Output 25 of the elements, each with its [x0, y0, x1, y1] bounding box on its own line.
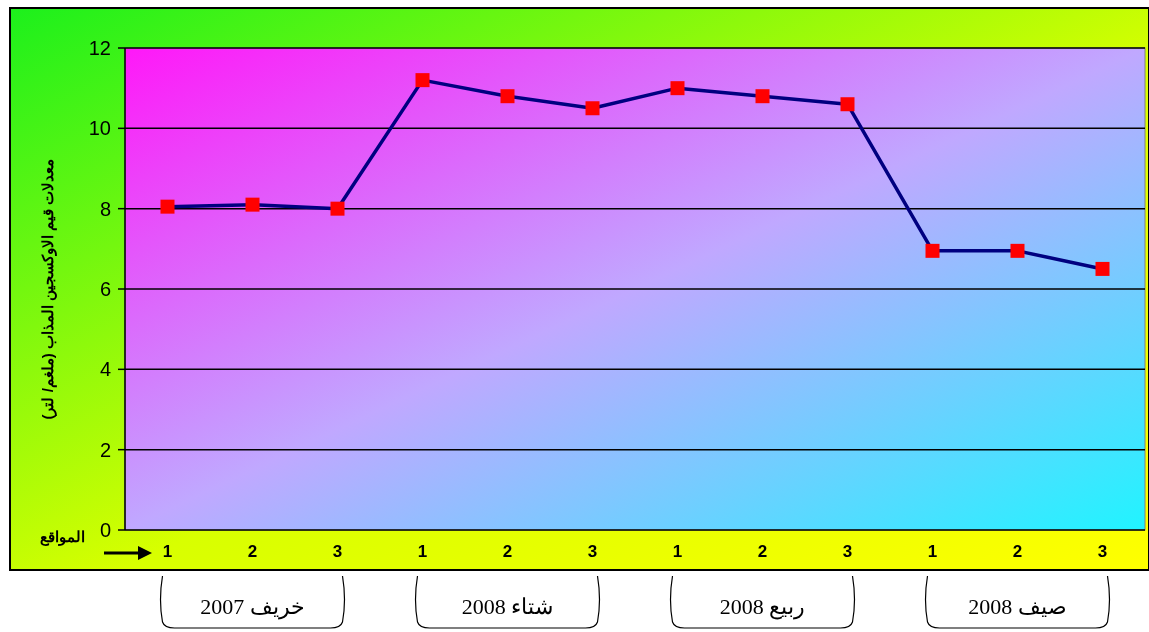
- y-tick-label: 8: [99, 197, 111, 220]
- x-tick-label: 2: [1012, 541, 1023, 561]
- y-tick-label: 4: [99, 358, 111, 381]
- y-tick-label: 6: [99, 278, 111, 300]
- x-tick-label: 1: [927, 541, 938, 561]
- text: خريف 2007: [200, 594, 305, 620]
- y-tick-label: 12: [88, 37, 111, 59]
- x-tick-label: 1: [162, 541, 173, 561]
- text: صيف 2008: [968, 594, 1067, 619]
- text: شتاء 2008: [461, 594, 554, 619]
- y-tick-label: 10: [88, 117, 111, 140]
- x-axis-title: المواقع: [39, 528, 85, 546]
- x-tick-label: 2: [247, 541, 258, 561]
- x-tick-label: 3: [1097, 541, 1108, 561]
- x-tick-label: 3: [587, 541, 598, 561]
- x-tick-label: 1: [417, 541, 428, 561]
- x-tick-label: 1: [672, 541, 683, 561]
- y-tick-label: 2: [99, 438, 111, 461]
- y-tick-label: 0: [99, 519, 111, 541]
- x-tick-label: 2: [502, 541, 513, 561]
- x-tick-label: 3: [842, 541, 853, 561]
- text: ربيع 2008: [719, 594, 806, 620]
- x-tick-label: 2: [757, 541, 768, 561]
- y-axis-title: معدلات قيم الاوكسجين المذاب (ملغم/ لتر): [39, 158, 58, 420]
- x-tick-label: 3: [332, 541, 343, 561]
